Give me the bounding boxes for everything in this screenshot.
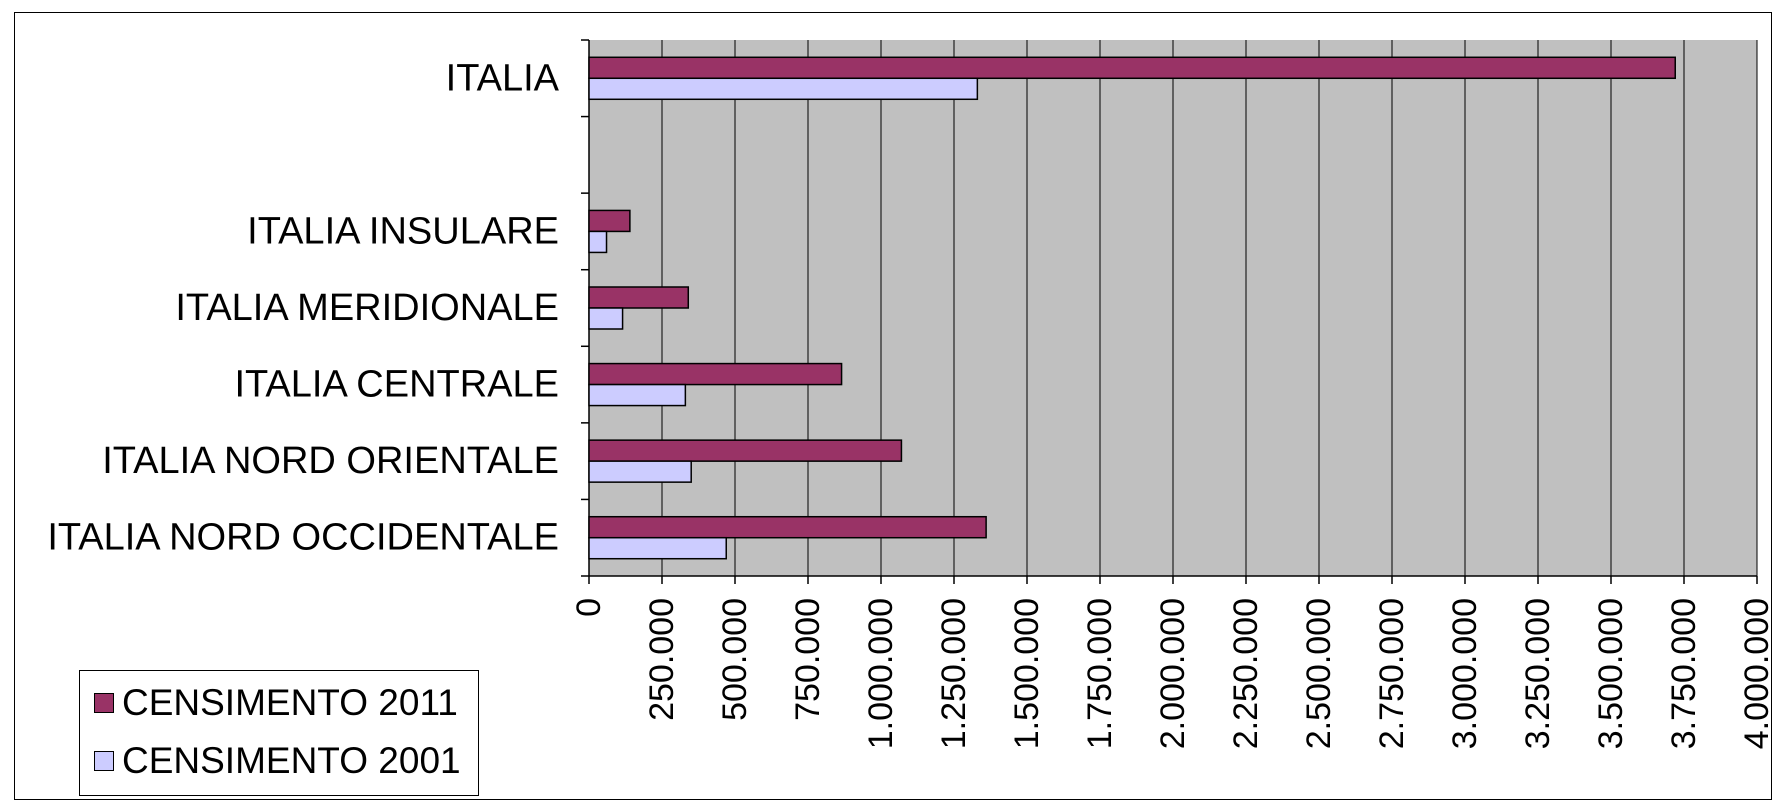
- x-tick-label: 2.750.000: [1373, 598, 1411, 749]
- legend-swatch-2011: [94, 693, 114, 713]
- legend-item-2011: CENSIMENTO 2011: [94, 681, 458, 725]
- x-tick-label: 750.000: [789, 598, 827, 721]
- x-tick-label: 2.250.000: [1227, 598, 1265, 749]
- legend: CENSIMENTO 2011 CENSIMENTO 2001: [79, 670, 479, 796]
- x-tick-label: 3.250.000: [1519, 598, 1557, 749]
- legend-label-2001: CENSIMENTO 2001: [122, 740, 461, 781]
- x-tick-label: 250.000: [643, 598, 681, 721]
- category-label: ITALIA NORD ORIENTALE: [102, 440, 559, 482]
- x-tick-label: 4.000.000: [1738, 598, 1776, 749]
- x-tick-label: 500.000: [716, 598, 754, 721]
- x-tick-label: 1.750.000: [1081, 598, 1119, 749]
- bar-2001: [588, 77, 979, 101]
- plot-area: 0 250.000 500.000 750.000 1.000.000 1.250.000…: [47, 39, 1776, 749]
- x-tick-label: 3.750.000: [1665, 598, 1703, 749]
- x-tick-label: 3.000.000: [1446, 598, 1484, 749]
- bar-2001: [588, 383, 687, 407]
- category-label: ITALIA CENTRALE: [234, 364, 559, 406]
- category-label: ITALIA: [446, 57, 560, 99]
- category-label: ITALIA NORD OCCIDENTALE: [47, 517, 559, 559]
- category-label: ITALIA MERIDIONALE: [175, 287, 559, 329]
- category-label: ITALIA INSULARE: [247, 210, 559, 252]
- x-tick-label: 2.000.000: [1154, 598, 1192, 749]
- bar-2001: [588, 536, 727, 560]
- legend-item-2001: CENSIMENTO 2001: [94, 739, 461, 783]
- bar-2001: [588, 307, 624, 330]
- x-tick-label: 2.500.000: [1300, 598, 1338, 749]
- bar-2011: [588, 515, 987, 539]
- bar-2011: [588, 286, 690, 309]
- bar-2011: [588, 56, 1676, 80]
- x-tick-label: 1.250.000: [935, 598, 973, 749]
- bar-2001: [588, 460, 692, 483]
- legend-swatch-2001: [94, 751, 114, 771]
- bar-2011: [588, 439, 903, 462]
- bar-2001: [588, 230, 608, 254]
- x-tick-label: 1.000.000: [862, 598, 900, 749]
- x-tick-label: 1.500.000: [1008, 598, 1046, 749]
- bar-2011: [588, 209, 631, 233]
- legend-label-2011: CENSIMENTO 2011: [122, 682, 458, 723]
- x-tick-label: 0: [570, 598, 608, 617]
- bar-2011: [588, 362, 843, 386]
- x-tick-label: 3.500.000: [1592, 598, 1630, 749]
